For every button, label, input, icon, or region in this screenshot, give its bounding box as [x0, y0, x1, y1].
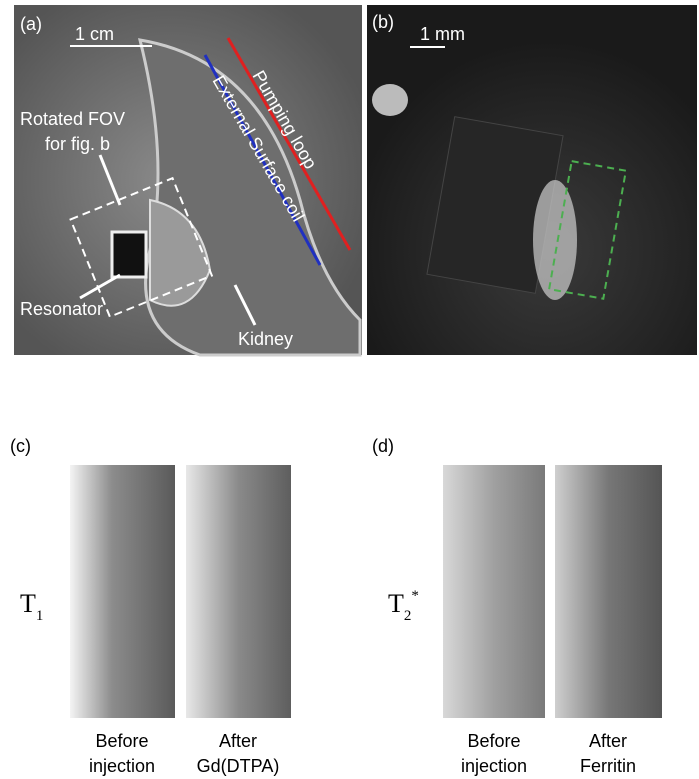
- resonator-shape: [112, 232, 146, 277]
- caption: Gd(DTPA): [197, 756, 280, 776]
- mri-image: [70, 465, 175, 718]
- annotation: Rotated FOV: [20, 109, 125, 129]
- panel-a: (a) 1 cm Rotated FOV for fig. b Resonato…: [14, 5, 362, 355]
- panel-label: (d): [372, 436, 394, 456]
- caption: After: [219, 731, 257, 751]
- bright-region: [533, 180, 577, 300]
- mri-image: [443, 465, 545, 718]
- caption: injection: [461, 756, 527, 776]
- panel-c: (c) T1 Before injection After Gd(DTPA): [10, 436, 291, 776]
- bright-spot: [372, 84, 408, 116]
- mri-image: [555, 465, 662, 718]
- scale-label: 1 mm: [420, 24, 465, 44]
- subscript: 2: [404, 608, 412, 624]
- caption: Ferritin: [580, 756, 636, 776]
- panel-b: (b) 1 mm: [367, 5, 697, 355]
- caption: injection: [89, 756, 155, 776]
- caption: Before: [95, 731, 148, 751]
- symbol: T: [20, 589, 36, 618]
- figure: (a) 1 cm Rotated FOV for fig. b Resonato…: [0, 0, 699, 779]
- panel-label: (b): [372, 12, 394, 32]
- panel-label: (a): [20, 14, 42, 34]
- symbol: T: [388, 589, 404, 618]
- row-label: T1: [20, 589, 43, 624]
- annotation: Kidney: [238, 329, 293, 349]
- mri-image: [186, 465, 291, 718]
- panel-d: (d) T2 * Before injection After Ferritin: [372, 436, 662, 776]
- caption: Before: [467, 731, 520, 751]
- scale-label: 1 cm: [75, 24, 114, 44]
- panel-label: (c): [10, 436, 31, 456]
- annotation: for fig. b: [45, 134, 110, 154]
- subscript: 1: [36, 608, 44, 624]
- row-label: T2 *: [388, 588, 419, 624]
- caption: After: [589, 731, 627, 751]
- superscript: *: [411, 588, 419, 604]
- annotation: Resonator: [20, 299, 103, 319]
